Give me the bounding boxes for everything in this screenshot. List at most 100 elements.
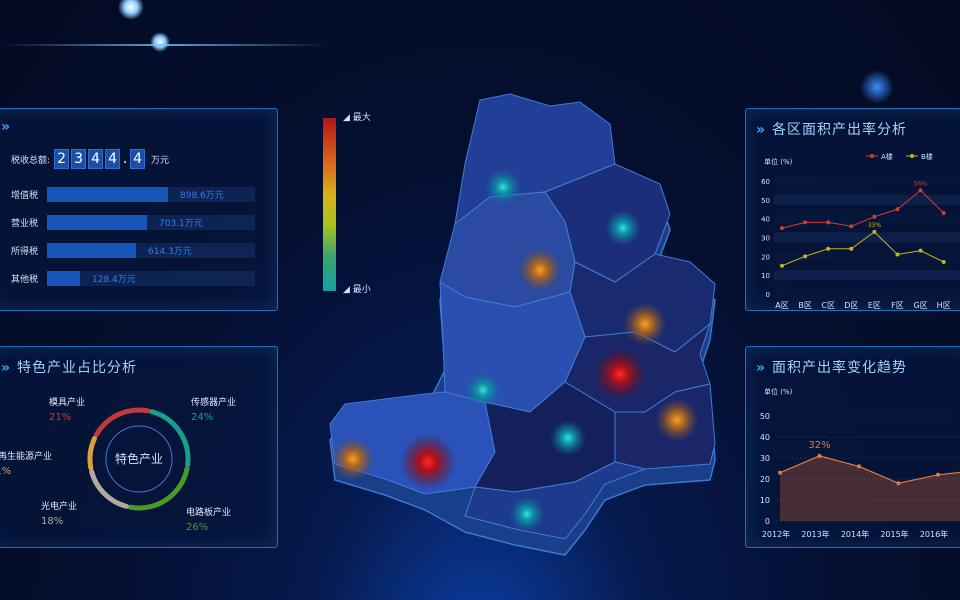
heat-spot[interactable] [550, 420, 586, 456]
donut-segment[interactable] [93, 407, 151, 438]
data-point[interactable] [803, 220, 808, 225]
tax-bar-fill [47, 243, 136, 258]
data-point[interactable] [849, 224, 854, 229]
tax-total-digit: 4 [88, 149, 104, 169]
chevron-right-icon: » [1, 119, 12, 135]
tax-bar-fill [47, 215, 147, 230]
data-label: 56% [914, 180, 928, 187]
triangle-icon: ◢ [343, 285, 353, 295]
x-tick-label: B区 [798, 301, 812, 310]
donut-segment-name: 光电产业 [41, 500, 77, 512]
y-tick-label: 0 [765, 517, 770, 526]
heat-spot[interactable] [465, 372, 501, 408]
data-point[interactable] [896, 481, 901, 486]
y-tick-label: 20 [760, 475, 770, 484]
heat-spot[interactable] [400, 434, 456, 490]
tax-total-digit: 4 [130, 149, 146, 169]
data-point[interactable] [872, 229, 877, 234]
y-tick-label: 10 [761, 272, 770, 280]
data-point[interactable] [872, 214, 877, 219]
grid-band [774, 176, 960, 186]
area-output-chart: 单位 (%) 0 10 20 30 40 50 60 A区 B区 C区 D区 E区 F区 G区 H区 A楼 B楼 5… [761, 152, 960, 310]
data-point[interactable] [941, 211, 946, 216]
y-tick-label: 40 [760, 433, 770, 442]
tax-row-value: 128.4万元 [92, 275, 136, 285]
data-point[interactable] [849, 246, 854, 251]
tax-bar-track [47, 271, 255, 286]
donut-segment[interactable] [87, 436, 97, 471]
data-point[interactable] [941, 259, 946, 264]
data-point[interactable] [826, 246, 831, 251]
x-tick-label: 2016年 [920, 529, 948, 539]
tax-bar-fill [47, 187, 168, 202]
tax-total-digit: 3 [71, 149, 87, 169]
heat-spot[interactable] [331, 437, 375, 481]
heat-spot[interactable] [605, 210, 641, 246]
trend-chart: 单位 (%) 0 10 20 30 40 50 2012年 2013年 2014年 2015年 201… [760, 387, 960, 539]
donut-inner-ring [105, 425, 173, 493]
grid-band [774, 289, 960, 299]
donut-segment-pct: 21% [49, 412, 71, 423]
donut-segment[interactable] [127, 466, 190, 511]
light-flare [118, 0, 144, 20]
data-point[interactable] [826, 220, 831, 225]
heat-spot[interactable] [509, 496, 545, 532]
data-point[interactable] [780, 263, 784, 268]
data-point[interactable] [778, 470, 782, 475]
tax-bar-track [47, 215, 255, 230]
district-map [329, 93, 716, 556]
donut-center-label: 特色产业 [115, 451, 163, 466]
light-flare [150, 32, 170, 52]
light-flare [860, 70, 894, 104]
y-tick-label: 40 [761, 216, 770, 224]
donut-segment-name: 模具产业 [49, 396, 85, 408]
data-point[interactable] [918, 248, 923, 253]
grid-band [774, 251, 960, 262]
donut-segment[interactable] [149, 409, 191, 468]
data-point[interactable] [817, 453, 822, 458]
heat-spot[interactable] [623, 302, 667, 346]
tax-row-value: 898.6万元 [180, 191, 224, 201]
legend-min: ◢ 最小 [343, 285, 371, 295]
data-point[interactable] [895, 207, 900, 212]
area-output-title: » 各区面积产出率分析 [756, 119, 907, 139]
y-tick-label: 30 [761, 235, 770, 243]
legend-max: ◢ 最大 [343, 113, 371, 123]
donut-segment-name: 可再生能源产业 [0, 450, 52, 462]
data-point[interactable] [803, 254, 808, 259]
data-point[interactable] [895, 252, 900, 257]
grid-band [774, 270, 960, 281]
heat-spot[interactable] [485, 169, 521, 205]
x-tick-label: A区 [775, 301, 788, 310]
chevron-right-icon: » [756, 360, 767, 376]
data-point[interactable] [918, 188, 923, 193]
donut-segment-pct: 24% [191, 412, 213, 423]
x-tick-label: G区 [913, 301, 927, 310]
donut-segment[interactable] [89, 469, 129, 509]
tax-row: 所得税 614.3万元 [11, 241, 271, 259]
heat-spot[interactable] [518, 248, 562, 292]
y-tick-label: 20 [761, 253, 770, 261]
legend-label: B楼 [921, 152, 933, 161]
y-tick-label: 50 [760, 412, 770, 421]
y-axis-label: 单位 (%) [764, 387, 793, 396]
industry-panel-title: » 特色产业占比分析 [1, 357, 137, 377]
x-tick-label: C区 [821, 301, 835, 310]
industry-title-text: 特色产业占比分析 [17, 360, 138, 376]
data-point[interactable] [857, 464, 861, 469]
chevron-right-icon: » [756, 122, 767, 138]
data-point[interactable] [936, 472, 940, 477]
tax-row-label: 营业税 [11, 219, 39, 229]
y-tick-label: 0 [766, 291, 770, 299]
donut-segment-pct: 11% [0, 466, 11, 477]
tax-total-digit: 2 [54, 149, 70, 169]
tax-row-label: 所得税 [11, 247, 39, 257]
data-point[interactable] [780, 226, 784, 231]
y-tick-label: 30 [760, 454, 770, 463]
heat-spot[interactable] [655, 398, 699, 442]
tax-row-label: 增值税 [11, 191, 39, 201]
series-line [781, 231, 944, 267]
tax-total-unit: 万元 [151, 155, 170, 166]
heat-spot[interactable] [594, 348, 646, 400]
series-line [781, 189, 945, 229]
